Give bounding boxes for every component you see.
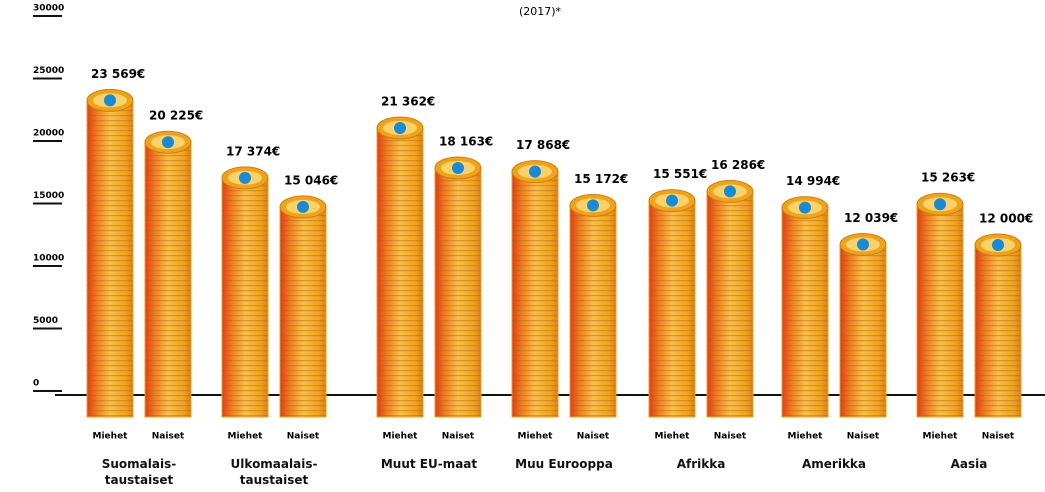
bar-stripes	[840, 244, 886, 417]
bar-stripes	[570, 205, 616, 417]
euro-icon	[529, 165, 541, 178]
euro-icon	[452, 161, 464, 174]
y-tick-label: 0	[33, 379, 39, 389]
bar-stripes	[377, 127, 423, 417]
y-tick-label: 5000	[33, 316, 58, 326]
value-label: 15 172€	[574, 172, 628, 186]
series-label: Naiset	[442, 432, 475, 442]
value-label: 15 046€	[284, 173, 338, 187]
bar-stripes	[435, 167, 481, 417]
chart-title: (2017)*	[519, 5, 562, 18]
series-label: Naiset	[847, 432, 880, 442]
bar-stripes	[87, 100, 133, 417]
euro-icon	[239, 171, 251, 184]
group-label: Aasia	[950, 457, 988, 471]
value-label: 12 000€	[979, 212, 1033, 226]
group-label: Afrikka	[676, 457, 726, 471]
series-label: Miehet	[788, 432, 824, 442]
group-label: Amerikka	[801, 457, 867, 471]
group-label: Ulkomaalais- taustaiset	[230, 457, 318, 487]
bar-stripes	[782, 207, 828, 417]
euro-icon	[162, 136, 174, 149]
series-label: Miehet	[655, 432, 691, 442]
group-label: Muut EU-maat	[380, 457, 478, 471]
y-tick-label: 25000	[33, 66, 64, 76]
series-label: Naiset	[714, 432, 747, 442]
euro-icon	[666, 194, 678, 207]
series-label: Miehet	[228, 432, 264, 442]
value-label: 16 286€	[711, 158, 765, 172]
series-label: Naiset	[982, 432, 1015, 442]
value-label: 15 551€	[653, 167, 707, 181]
euro-icon	[857, 238, 869, 251]
y-tick-label: 10000	[33, 254, 64, 264]
series-label: Miehet	[518, 432, 554, 442]
bar-stripes	[145, 142, 191, 417]
value-label: 21 362€	[381, 94, 435, 108]
series-label: Miehet	[93, 432, 129, 442]
value-label: 18 163€	[439, 134, 493, 148]
y-tick-label: 15000	[33, 191, 64, 201]
value-label: 17 868€	[516, 138, 570, 152]
bar-stripes	[707, 191, 753, 417]
bar-stripes	[512, 171, 558, 417]
y-tick-label: 20000	[33, 129, 64, 139]
group-label: Muu Eurooppa	[515, 457, 613, 471]
value-label: 23 569€	[91, 67, 145, 81]
series-label: Naiset	[577, 432, 610, 442]
euro-icon	[394, 121, 406, 134]
series-label: Miehet	[383, 432, 419, 442]
euro-icon	[799, 201, 811, 214]
series-label: Miehet	[923, 432, 959, 442]
value-label: 17 374€	[226, 144, 280, 158]
euro-icon	[724, 185, 736, 198]
euro-icon	[992, 239, 1004, 251]
euro-icon	[297, 200, 309, 213]
value-label: 15 263€	[921, 171, 975, 185]
value-label: 12 039€	[844, 211, 898, 225]
series-label: Naiset	[287, 432, 320, 442]
bar-stripes	[917, 204, 963, 417]
bar-stripes	[280, 206, 326, 417]
euro-icon	[934, 198, 946, 211]
euro-icon	[104, 94, 116, 107]
group-label: Suomalais- taustaiset	[101, 457, 177, 487]
value-label: 20 225€	[149, 109, 203, 123]
series-label: Naiset	[152, 432, 185, 442]
y-tick-label: 30000	[33, 4, 64, 14]
bar-stripes	[222, 177, 268, 417]
value-label: 14 994€	[786, 174, 840, 188]
euro-icon	[587, 199, 599, 212]
bar-stripes	[975, 245, 1021, 417]
bar-stripes	[649, 200, 695, 417]
